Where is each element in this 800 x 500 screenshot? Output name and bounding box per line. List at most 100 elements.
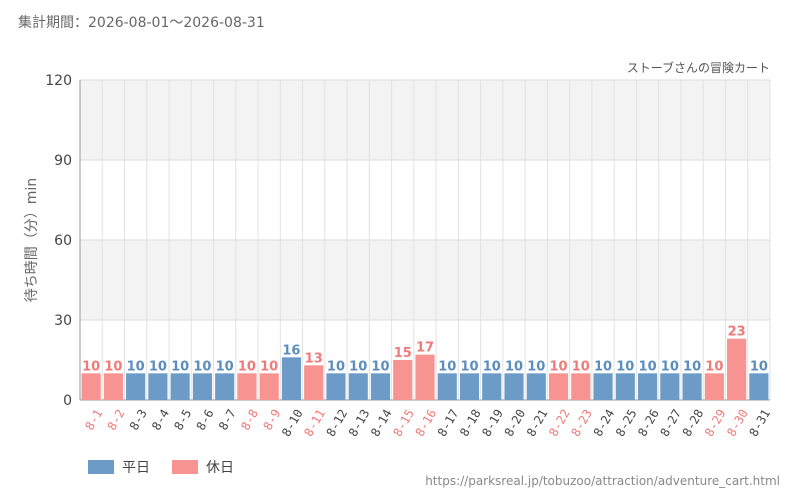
x-tick-label: 8-14: [368, 407, 395, 439]
x-tick-label: 8-4: [149, 407, 172, 433]
data-label: 10: [661, 359, 679, 374]
bar-8-21[interactable]: [526, 373, 546, 400]
data-label: 10: [438, 359, 456, 374]
y-tick-label: 0: [63, 393, 72, 409]
data-label: 17: [416, 341, 434, 356]
bar-8-26[interactable]: [638, 373, 658, 400]
bar-8-10[interactable]: [281, 357, 302, 400]
bar-8-16[interactable]: [415, 354, 435, 400]
x-tick-label: 8-7: [216, 407, 239, 433]
data-label: 15: [394, 346, 412, 361]
bar-8-15[interactable]: [393, 360, 413, 400]
bar-8-30[interactable]: [727, 338, 747, 400]
bar-8-17[interactable]: [437, 373, 457, 400]
bar-8-25[interactable]: [615, 373, 635, 400]
bar-8-3[interactable]: [126, 373, 146, 400]
bar-8-20[interactable]: [504, 373, 524, 400]
data-label: 10: [149, 359, 167, 374]
grid-lines: [79, 79, 771, 401]
x-tick-label: 8-19: [479, 407, 506, 439]
bar-8-14[interactable]: [370, 373, 391, 400]
bar-8-19[interactable]: [482, 373, 502, 400]
x-tick-label: 8-1: [82, 407, 105, 433]
legend-item-weekday[interactable]: 平日: [88, 457, 150, 477]
legend: 平日 休日: [88, 457, 234, 477]
data-label: 10: [371, 359, 389, 374]
y-axis-label: 待ち時間（分）min: [24, 178, 40, 302]
bar-8-13[interactable]: [348, 373, 368, 400]
data-label: 10: [750, 359, 768, 374]
bar-8-11[interactable]: [304, 365, 324, 400]
bar-8-9[interactable]: [259, 373, 279, 400]
bar-8-28[interactable]: [682, 373, 702, 400]
x-tick-label: 8-20: [502, 407, 529, 439]
data-label: 16: [282, 343, 300, 358]
data-label: 10: [594, 359, 612, 374]
data-label: 10: [260, 359, 278, 374]
x-tick-labels: 8-1 8-2 8-3 8-4 8-5 8-6 8-7 8-8 8-98-108-118-128…: [82, 407, 773, 439]
bar-8-2[interactable]: [103, 373, 123, 400]
bar-8-4[interactable]: [148, 373, 168, 400]
collection-period: 集計期間：2026-08-01～2026-08-31: [18, 15, 265, 31]
data-label: 10: [238, 359, 256, 374]
data-label: 10: [483, 359, 501, 374]
chart-title: ストーブさんの冒険カート: [627, 60, 770, 75]
x-tick-label: 8-11: [301, 407, 328, 439]
x-tick-label: 8-6: [194, 407, 217, 433]
data-label: 10: [616, 359, 634, 374]
x-tick-label: 8-3: [127, 407, 150, 433]
bar-8-24[interactable]: [593, 373, 613, 400]
bar-8-5[interactable]: [170, 373, 190, 400]
data-label: 10: [705, 359, 723, 374]
x-tick-label: 8-17: [435, 407, 462, 439]
x-tick-label: 8-29: [702, 407, 729, 439]
data-label: 10: [505, 359, 523, 374]
x-tick-label: 8-23: [568, 407, 595, 439]
x-tick-label: 8-21: [524, 407, 551, 439]
x-tick-label: 8-8: [238, 407, 261, 433]
holiday-swatch: [172, 460, 198, 474]
bar-8-27[interactable]: [660, 373, 680, 400]
data-label: 10: [527, 359, 545, 374]
data-label: 10: [127, 359, 145, 374]
x-tick-label: 8-25: [613, 407, 640, 439]
bar-8-29[interactable]: [704, 373, 724, 400]
bars: [81, 338, 769, 400]
bar-8-8[interactable]: [237, 373, 257, 400]
y-tick-labels: 0 30 60 90 120: [45, 73, 72, 409]
x-tick-label: 8-12: [324, 407, 351, 439]
x-tick-label: 8-2: [105, 407, 128, 433]
source-url: https://parksreal.jp/tobuzoo/attraction/…: [425, 474, 780, 488]
bar-8-12[interactable]: [326, 373, 346, 400]
legend-item-holiday[interactable]: 休日: [172, 457, 234, 477]
x-tick-label: 8-26: [635, 407, 662, 439]
plot-band: [80, 80, 770, 160]
data-label: 10: [193, 359, 211, 374]
bar-8-22[interactable]: [548, 373, 569, 400]
x-tick-label: 8-27: [657, 407, 684, 439]
data-label: 10: [639, 359, 657, 374]
x-tick-label: 8-10: [279, 407, 306, 439]
x-tick-label: 8-16: [413, 407, 440, 439]
bar-8-31[interactable]: [749, 373, 769, 400]
data-labels: 10 10 10 10 10 10 10 10 10 16 13 10 10 10 15 17 10 10 10 10…: [82, 325, 768, 375]
bar-8-6[interactable]: [192, 373, 212, 400]
bar-8-1[interactable]: [81, 373, 101, 400]
y-tick-label: 60: [54, 233, 72, 249]
data-label: 10: [683, 359, 701, 374]
data-label: 10: [327, 359, 345, 374]
y-tick-label: 120: [45, 73, 72, 89]
bar-8-23[interactable]: [571, 373, 591, 400]
data-label: 10: [572, 359, 590, 374]
x-tick-label: 8-5: [171, 407, 194, 433]
data-label: 10: [104, 359, 122, 374]
weekday-swatch: [88, 460, 114, 474]
bar-8-7[interactable]: [215, 373, 235, 400]
bar-8-18[interactable]: [459, 373, 480, 400]
x-tick-label: 8-18: [457, 407, 484, 439]
x-tick-label: 8-31: [747, 407, 774, 439]
x-tick-label: 8-13: [346, 407, 373, 439]
data-label: 10: [349, 359, 367, 374]
legend-holiday-label: 休日: [206, 460, 234, 476]
data-label: 10: [216, 359, 234, 374]
